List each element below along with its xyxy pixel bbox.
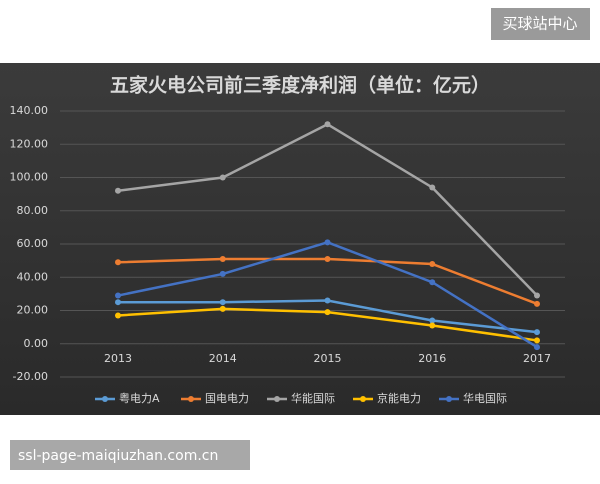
data-point: [219, 305, 226, 312]
data-point: [324, 255, 331, 262]
data-point: [324, 121, 331, 128]
data-point: [115, 259, 121, 266]
legend-marker: [446, 396, 452, 402]
data-point: [534, 337, 540, 344]
x-tick-label: 2016: [418, 352, 446, 365]
data-point: [219, 270, 226, 277]
badge-box: [491, 8, 590, 40]
x-tick-label: 2017: [523, 352, 551, 365]
y-tick-label: 40.00: [17, 270, 49, 283]
data-point: [429, 184, 436, 191]
x-tick-label: 2014: [209, 352, 237, 365]
legend-marker: [360, 396, 366, 402]
y-tick-label: 80.00: [17, 204, 49, 217]
legend-label: 华电国际: [463, 391, 507, 405]
y-tick-label: 0.00: [24, 337, 49, 350]
legend-marker: [188, 396, 194, 402]
y-tick-label: 20.00: [17, 304, 49, 317]
data-point: [219, 255, 226, 262]
legend-label: 粤电力A: [119, 391, 160, 405]
y-tick-label: 120.00: [10, 137, 49, 150]
plot: -20.00 0.00 20.00 40.00 60.00 80.00 100.00 120.…: [10, 104, 565, 405]
data-point: [324, 239, 331, 246]
data-point: [534, 329, 540, 336]
y-tick-label: 140.00: [10, 104, 49, 117]
data-point: [534, 292, 540, 299]
y-tick-label: 100.00: [10, 171, 49, 184]
watermark-text: ssl-page-maiqiuzhan.com.cn: [18, 448, 218, 464]
data-point: [324, 309, 331, 316]
watermark-box: [10, 440, 250, 470]
y-tick-label: -20.00: [13, 370, 48, 383]
legend-label: 京能电力: [377, 391, 421, 405]
data-point: [115, 299, 121, 306]
x-tick-label: 2015: [314, 352, 342, 365]
data-point: [115, 312, 121, 319]
legend-label: 国电电力: [205, 392, 249, 405]
data-point: [324, 297, 331, 304]
data-point: [429, 279, 436, 286]
legend-marker: [274, 396, 280, 402]
y-tick-label: 60.00: [17, 237, 49, 250]
data-point: [115, 187, 121, 194]
badge-text: 买球站中心: [502, 15, 577, 33]
data-point: [534, 300, 540, 307]
legend-marker: [102, 396, 108, 402]
data-point: [429, 260, 436, 267]
data-point: [429, 322, 436, 329]
data-point: [534, 344, 540, 351]
chart-title: 五家火电公司前三季度净利润（单位：亿元）: [110, 74, 490, 97]
chart-area: [0, 63, 600, 415]
x-tick-label: 2013: [104, 352, 132, 365]
data-point: [219, 299, 226, 306]
legend-label: 华能国际: [291, 391, 335, 405]
data-point: [115, 292, 121, 299]
data-point: [429, 317, 436, 324]
data-point: [219, 174, 226, 181]
